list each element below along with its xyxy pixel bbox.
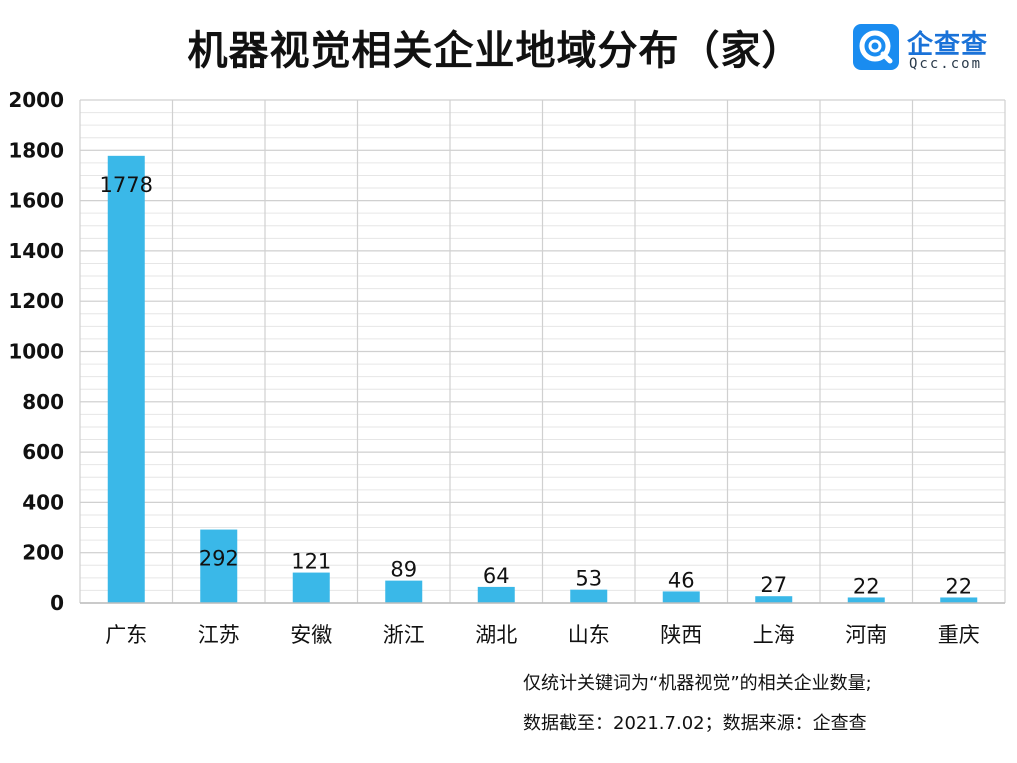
data-label: 292	[199, 547, 239, 571]
y-tick-label: 1800	[8, 138, 64, 162]
footnote-scope: 仅统计关键词为“机器视觉”的相关企业数量;	[523, 673, 872, 694]
data-label: 27	[760, 573, 787, 597]
data-label: 121	[291, 550, 331, 574]
y-tick-label: 1600	[8, 189, 64, 213]
y-tick-label: 1200	[8, 289, 64, 313]
y-tick-label: 800	[22, 390, 64, 414]
qcc-logo: 企查查 Qcc.com	[853, 24, 1003, 72]
bar	[292, 572, 330, 603]
x-tick-label: 江苏	[198, 623, 240, 647]
x-tick-label: 安徽	[290, 623, 332, 647]
bar	[940, 597, 978, 603]
data-label: 22	[853, 574, 880, 598]
y-tick-label: 400	[22, 490, 64, 514]
bar	[847, 597, 885, 603]
data-label: 89	[390, 558, 417, 582]
logo-domain: Qcc.com	[909, 56, 983, 72]
qcc-logo-icon	[853, 24, 899, 70]
x-tick-label: 广东	[105, 623, 147, 647]
bar	[107, 155, 145, 603]
y-tick-label: 2000	[8, 88, 64, 112]
x-tick-label: 河南	[845, 623, 887, 647]
y-tick-label: 600	[22, 440, 64, 464]
x-tick-label: 上海	[753, 623, 795, 647]
y-tick-label: 1400	[8, 239, 64, 263]
y-tick-label: 0	[50, 591, 64, 615]
bar	[570, 589, 608, 603]
bar	[755, 596, 793, 603]
x-tick-label: 山东	[568, 623, 610, 647]
y-tick-label: 200	[22, 541, 64, 565]
y-tick-label: 1000	[8, 340, 64, 364]
data-label: 1778	[100, 173, 153, 197]
bar	[200, 529, 238, 603]
bar	[477, 586, 515, 603]
x-tick-label: 浙江	[383, 623, 425, 647]
chart-title: 机器视觉相关企业地域分布（家）	[187, 28, 803, 74]
data-label: 22	[945, 574, 972, 598]
bar	[385, 580, 423, 603]
bar	[662, 591, 700, 603]
data-label: 64	[483, 564, 510, 588]
logo-name: 企查查	[907, 30, 989, 60]
x-tick-label: 重庆	[938, 623, 980, 647]
footnote-source: 数据截至：2021.7.02；数据来源：企查查	[523, 713, 867, 734]
data-label: 53	[575, 567, 602, 591]
x-tick-label: 陕西	[660, 623, 702, 647]
x-tick-label: 湖北	[475, 623, 517, 647]
data-label: 46	[668, 568, 695, 592]
